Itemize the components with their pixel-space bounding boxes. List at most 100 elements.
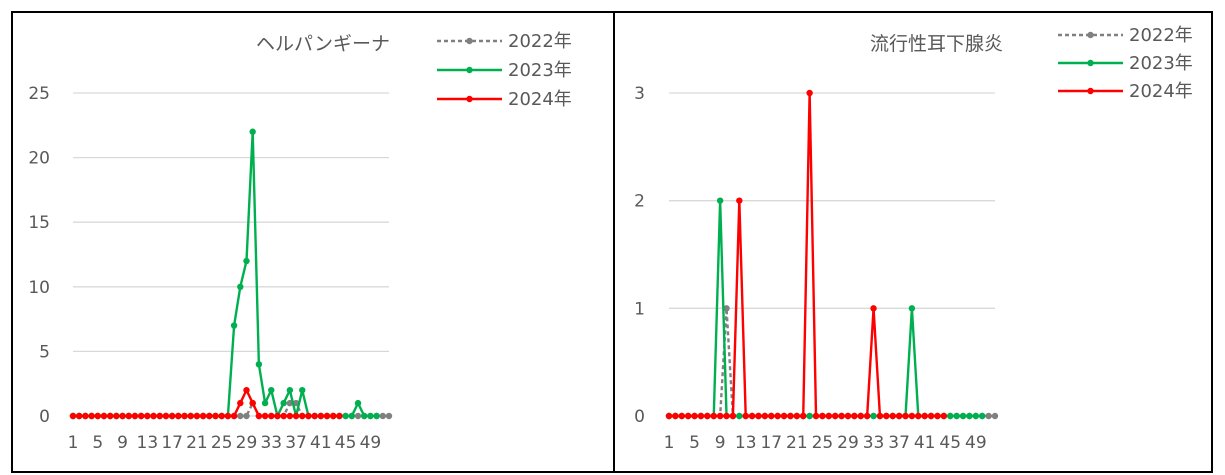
data-point — [793, 412, 801, 420]
legend-marker — [1087, 31, 1094, 39]
data-point — [831, 412, 839, 420]
y-tick-label: 0 — [634, 407, 645, 427]
data-point — [870, 305, 877, 312]
data-point — [373, 412, 380, 420]
legend-item-2022: 2022年 — [1058, 25, 1193, 46]
series-line — [669, 307, 995, 418]
data-point — [311, 412, 318, 420]
data-point — [280, 412, 287, 420]
x-tick-label: 41 — [310, 433, 332, 453]
data-point — [286, 412, 294, 420]
chart-title: ヘルパンギーナ — [256, 33, 390, 55]
data-point — [131, 412, 139, 420]
chart-frames — [11, 11, 1213, 473]
data-point — [684, 412, 692, 420]
data-point — [144, 412, 151, 420]
x-tick-label: 13 — [735, 433, 757, 453]
data-point — [261, 412, 269, 420]
data-point — [819, 412, 826, 420]
y-tick-label: 0 — [39, 407, 50, 427]
x-tick-label: 29 — [236, 433, 258, 453]
x-tick-label: 9 — [715, 433, 726, 453]
legend-label: 2023年 — [1129, 53, 1193, 74]
x-tick-label: 5 — [689, 433, 700, 453]
legend-item-2023: 2023年 — [437, 60, 572, 81]
data-point — [212, 412, 219, 420]
data-point — [100, 412, 108, 420]
data-point — [959, 412, 967, 420]
data-point — [354, 399, 362, 407]
legend-marker — [466, 37, 473, 45]
data-point — [286, 386, 294, 394]
x-tick-label: 13 — [137, 433, 159, 453]
data-point — [342, 412, 349, 420]
data-point — [755, 412, 762, 420]
x-tick-label: 49 — [965, 433, 987, 453]
x-tick-label: 1 — [664, 433, 675, 453]
data-point — [697, 412, 705, 420]
legend-marker — [1087, 87, 1094, 95]
data-point — [88, 412, 95, 420]
legend-marker — [466, 95, 473, 103]
y-tick-label: 15 — [28, 213, 50, 233]
x-axis-ticks: 1 5 9 13 17 21 25 29 33 37 41 45 49 — [664, 433, 987, 453]
x-tick-label: 37 — [285, 433, 307, 453]
x-tick-label: 1 — [68, 433, 79, 453]
data-point — [723, 412, 730, 420]
legend-item-2023: 2023年 — [1058, 53, 1193, 74]
data-point — [261, 399, 269, 407]
data-point — [249, 399, 256, 407]
legend-label: 2024年 — [508, 89, 572, 110]
data-point — [966, 412, 973, 420]
series-2023 — [69, 128, 380, 420]
legend-label: 2022年 — [508, 31, 572, 52]
data-point — [800, 412, 807, 420]
x-tick-label: 9 — [117, 433, 128, 453]
y-tick-label: 25 — [28, 84, 50, 104]
data-point — [230, 322, 238, 329]
data-point — [243, 386, 250, 394]
data-point — [716, 197, 724, 204]
x-tick-label: 5 — [92, 433, 103, 453]
data-point — [305, 412, 312, 420]
data-point — [844, 412, 852, 420]
y-tick-label: 10 — [28, 278, 50, 298]
data-point — [704, 412, 711, 420]
x-tick-label: 45 — [939, 433, 961, 453]
y-axis-ticks: 0 5 10 15 20 25 — [28, 84, 50, 427]
data-point — [367, 412, 374, 420]
data-point — [940, 412, 948, 420]
legend-label: 2024年 — [1129, 81, 1193, 102]
x-tick-label: 37 — [888, 433, 910, 453]
data-point — [268, 386, 275, 394]
series-line — [669, 91, 944, 418]
data-point — [243, 412, 250, 420]
data-point — [774, 412, 781, 420]
data-point — [729, 412, 737, 420]
x-axis-ticks: 1 5 9 13 17 21 25 29 33 37 41 45 49 — [68, 433, 382, 453]
data-point — [94, 412, 101, 420]
y-tick-label: 5 — [39, 342, 50, 362]
x-tick-label: 41 — [914, 433, 936, 453]
y-tick-label: 20 — [28, 149, 50, 169]
data-point — [870, 412, 877, 420]
data-point — [193, 412, 201, 420]
data-point — [806, 412, 813, 420]
data-point — [336, 412, 343, 420]
series-line — [73, 130, 377, 418]
data-point — [934, 412, 941, 420]
data-point — [379, 412, 387, 420]
data-point — [292, 412, 300, 420]
data-point — [162, 412, 170, 420]
data-point — [748, 412, 756, 420]
data-point — [323, 412, 331, 420]
data-point — [75, 412, 83, 420]
data-point — [330, 412, 337, 420]
data-point — [908, 305, 916, 312]
legend-item-2024: 2024年 — [1058, 81, 1193, 102]
data-point — [921, 412, 928, 420]
x-tick-label: 17 — [760, 433, 782, 453]
x-tick-label: 17 — [161, 433, 183, 453]
data-point — [710, 412, 717, 420]
